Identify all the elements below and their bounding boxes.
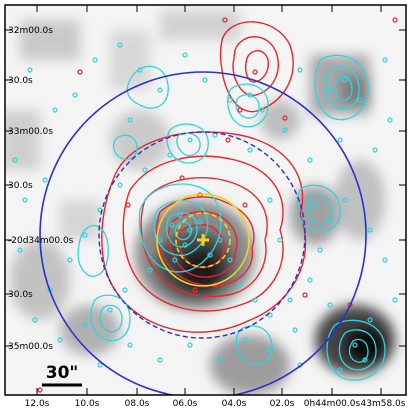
grayscale-background: [5, 10, 395, 395]
scale-bar-label: 30": [46, 363, 79, 383]
dashed-blue-circle: [98, 131, 306, 339]
cyan-galaxy-points: [12, 42, 398, 373]
scale-bar: 30": [42, 363, 82, 387]
dec-label: 35m00.0s: [8, 342, 53, 352]
ra-label: 08.0s: [125, 399, 150, 409]
dec-label: 32m00.0s: [8, 26, 53, 36]
dec-ticks: [5, 29, 406, 347]
dec-label: 30.0s: [8, 181, 33, 191]
dec-label: -20d34m00.0s: [8, 236, 74, 246]
ra-labels: 12.0s 10.0s 08.0s 06.0s 04.0s 02.0s 0h44…: [25, 399, 406, 409]
plot-frame: [4, 4, 407, 396]
ra-ticks: [36, 5, 382, 395]
ra-label: 0h44m00.0s: [304, 399, 361, 409]
dec-label: 30.0s: [8, 76, 33, 86]
dec-labels: 32m00.0s 30.0s 33m00.0s 30.0s -20d34m00.…: [8, 26, 74, 352]
dec-label: 33m00.0s: [8, 127, 53, 137]
outer-blue-circle: [39, 71, 367, 395]
ra-label: 06.0s: [173, 399, 198, 409]
red-galaxy-points: [37, 17, 398, 393]
ra-label: 02.0s: [270, 399, 295, 409]
ra-label: 10.0s: [75, 399, 100, 409]
ra-label: 04.0s: [222, 399, 247, 409]
ra-label: 43m58.0s: [361, 399, 406, 409]
center-cross: [197, 234, 209, 246]
ra-label: 12.0s: [25, 399, 50, 409]
yellow-circles: [156, 193, 250, 287]
dec-label: 30.0s: [8, 290, 33, 300]
